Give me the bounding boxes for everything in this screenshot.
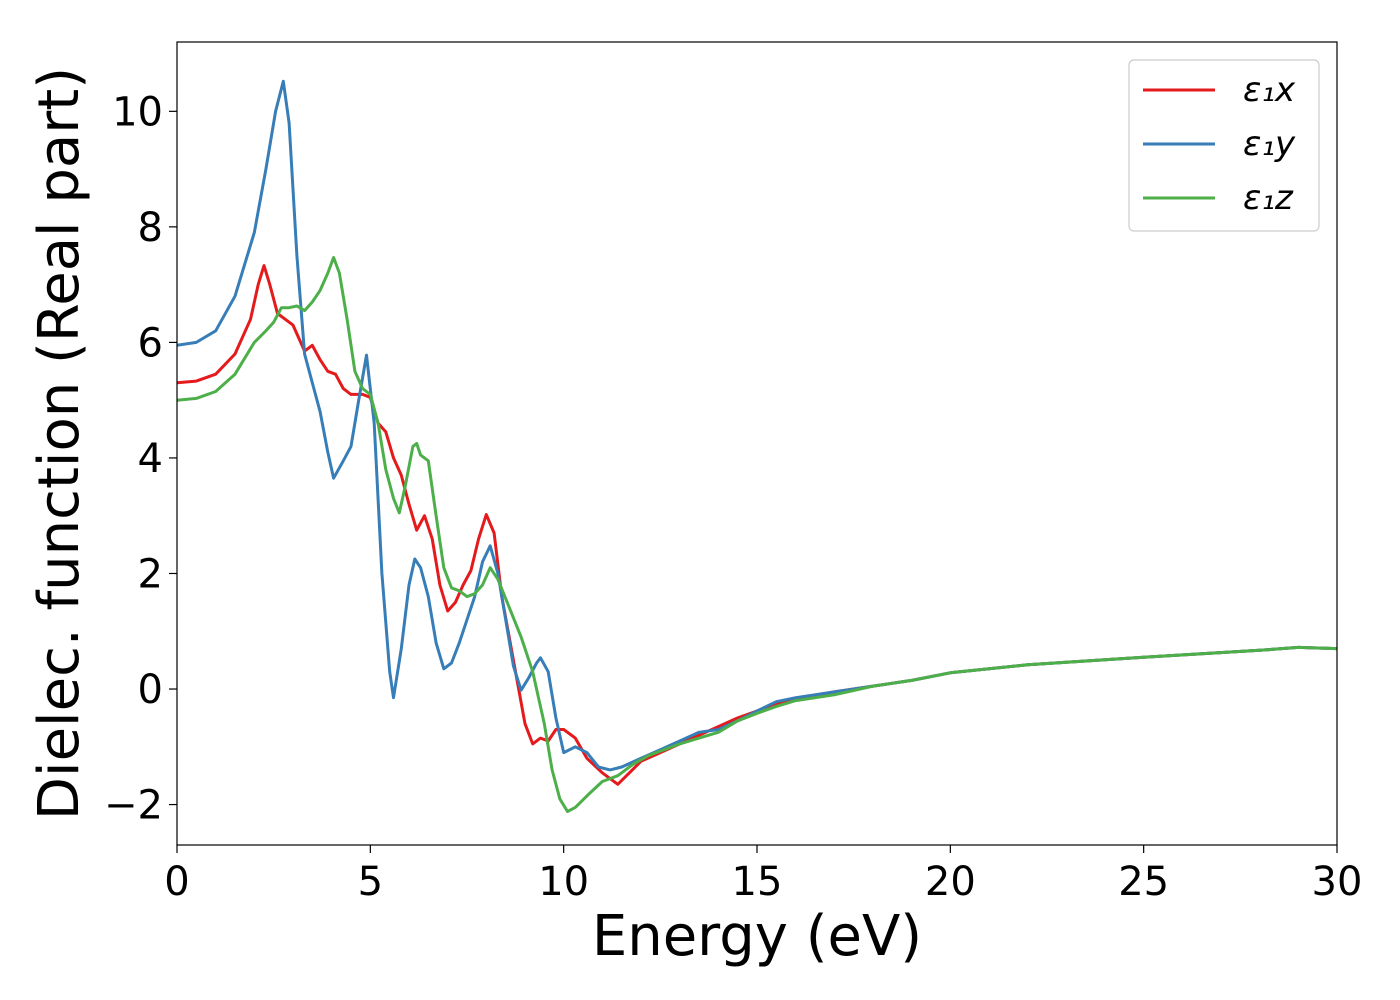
legend: ε₁x ε₁y ε₁z (1128, 59, 1320, 232)
y-axis-label: Dielec. function (Real part) (27, 67, 92, 820)
x-axis-label: Energy (eV) (592, 904, 922, 969)
series-layer (177, 79, 1337, 813)
series-line-3 (177, 256, 1337, 813)
x-tick-label: 15 (732, 859, 783, 905)
x-tick-label: 30 (1312, 859, 1363, 905)
x-tick-label: 5 (358, 859, 383, 905)
x-tick-label: 20 (925, 859, 976, 905)
legend-box (1128, 59, 1320, 232)
y-tick-label: 6 (138, 320, 163, 366)
x-tick-label: 25 (1118, 859, 1169, 905)
y-tick-label: 10 (112, 89, 163, 135)
y-tick-label: 0 (138, 667, 163, 713)
x-axis: 0 5 10 15 20 25 30 (164, 845, 1362, 905)
x-tick-label: 10 (538, 859, 589, 905)
y-tick-label: 2 (138, 551, 163, 597)
y-tick-label: 4 (138, 436, 163, 482)
legend-label: ε₁z (1243, 178, 1294, 218)
legend-label: ε₁y (1243, 124, 1296, 164)
y-tick-label: 8 (138, 205, 163, 251)
y-tick-label: −2 (104, 783, 163, 829)
x-tick-label: 0 (164, 859, 189, 905)
y-axis: −2 0 2 4 6 8 10 (104, 89, 177, 829)
legend-label: ε₁x (1243, 70, 1296, 110)
